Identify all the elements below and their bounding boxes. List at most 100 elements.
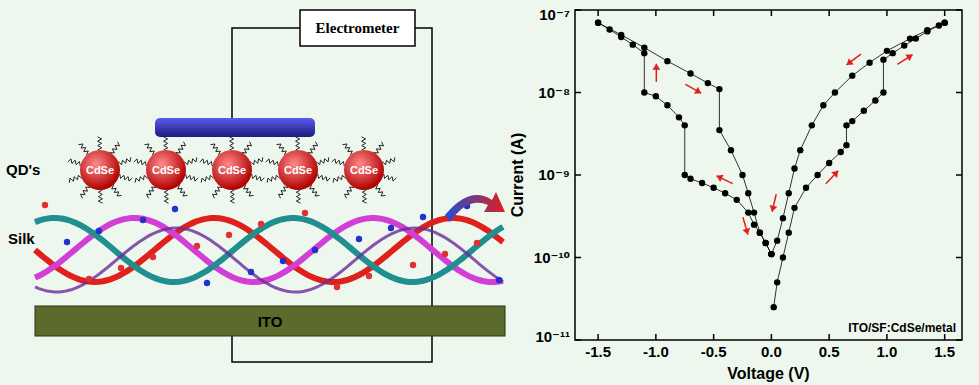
ligand [213, 187, 223, 198]
ligand [200, 159, 213, 166]
sweep-arrowhead [742, 228, 750, 235]
ligand [279, 187, 289, 198]
x-tick [655, 10, 657, 16]
iv-point [757, 229, 763, 235]
quantum-dot [146, 150, 186, 190]
ligand [112, 185, 122, 196]
ligand [164, 190, 168, 203]
iv-point [762, 240, 768, 246]
quantum-dot [278, 150, 318, 190]
ligand [362, 137, 366, 150]
y-axis-title: Current (A) [509, 133, 526, 217]
ligand [178, 185, 188, 196]
iv-point [866, 59, 872, 65]
iv-point [734, 197, 740, 203]
iv-point [676, 114, 682, 120]
iv-point [791, 165, 797, 171]
iv-point [820, 102, 826, 108]
ligand [374, 142, 384, 153]
data-layer [595, 20, 948, 311]
x-axis-title: Voltage (V) [727, 365, 809, 382]
iv-point [768, 251, 774, 257]
x-tick [655, 334, 657, 340]
ligand [242, 142, 252, 153]
sweep-arrowhead [694, 87, 701, 94]
iv-point [699, 180, 705, 186]
device-schematic: ElectrometerITOCdSeCdSeCdSeCdSeCdSeQD'sS… [6, 10, 505, 362]
iv-point [757, 229, 763, 235]
iv-point [770, 304, 776, 310]
silk-ion [96, 228, 102, 234]
ligand [343, 144, 353, 155]
iv-point [791, 205, 797, 211]
ligand [318, 174, 331, 181]
iv-point [739, 172, 745, 178]
ligand [382, 157, 395, 164]
ligand [81, 187, 91, 198]
ligand [164, 137, 168, 150]
silk-ion [64, 239, 70, 245]
silk-ion [388, 225, 394, 231]
iv-point [880, 56, 886, 62]
iv-point [913, 35, 919, 41]
ligand [230, 190, 234, 203]
qd-label: CdSe [284, 164, 312, 176]
silk-ion [204, 280, 210, 286]
ligand [384, 174, 397, 181]
iv-point [751, 209, 757, 215]
sweep-arrowhead [905, 54, 912, 61]
electrometer-label: Electrometer [316, 20, 400, 36]
iv-point [722, 190, 728, 196]
sweep-arrow [897, 55, 912, 65]
iv-point [641, 89, 647, 95]
iv-point [664, 102, 670, 108]
silk-strand [35, 228, 503, 292]
iv-point [786, 229, 792, 235]
sweep-arrowhead [847, 58, 854, 65]
sweep-arrow [826, 171, 838, 184]
ligand [310, 185, 320, 196]
ligand [296, 137, 300, 150]
ligand [277, 144, 287, 155]
iv-point [901, 42, 907, 48]
ligand [145, 144, 155, 155]
quantum-dot [212, 150, 252, 190]
silk-ion [140, 217, 146, 223]
iv-point [826, 160, 832, 166]
silk-ion [118, 265, 124, 271]
x-tick-label: -1.0 [643, 343, 669, 360]
y-tick-label: 10⁻⁸ [538, 84, 570, 101]
x-tick [771, 334, 773, 340]
ito-substrate [35, 306, 505, 336]
silk-ion [86, 276, 92, 282]
silk-strand [35, 218, 503, 282]
ligand [68, 159, 81, 166]
iv-point [774, 279, 780, 285]
iv-line [598, 23, 771, 254]
x-tick-label: 0.5 [819, 343, 840, 360]
ligand [120, 174, 133, 181]
x-tick [771, 10, 773, 16]
iv-point [768, 251, 774, 257]
iv-point [797, 147, 803, 153]
iv-point [872, 97, 878, 103]
silk-strand [35, 218, 503, 282]
iv-point [618, 32, 624, 38]
quantum-dot [344, 150, 384, 190]
ligand [134, 159, 147, 166]
ligand [252, 174, 265, 181]
silk-ion [420, 214, 426, 220]
y-tick-label: 10⁻¹¹ [535, 328, 570, 345]
plot-area [575, 10, 962, 340]
iv-point [595, 20, 601, 26]
y-tick [956, 257, 962, 259]
ligand [332, 159, 345, 166]
iv-point [705, 80, 711, 86]
ligand [376, 185, 386, 196]
figure: ElectrometerITOCdSeCdSeCdSeCdSeCdSeQD'sS… [0, 0, 979, 385]
x-tick [713, 10, 715, 16]
qd-label: CdSe [218, 164, 246, 176]
sweep-arrowhead [716, 175, 723, 182]
iv-chart: -1.5-1.0-0.50.00.51.01.510⁻¹¹10⁻¹⁰10⁻⁹10… [509, 6, 962, 382]
iv-line [771, 23, 944, 254]
